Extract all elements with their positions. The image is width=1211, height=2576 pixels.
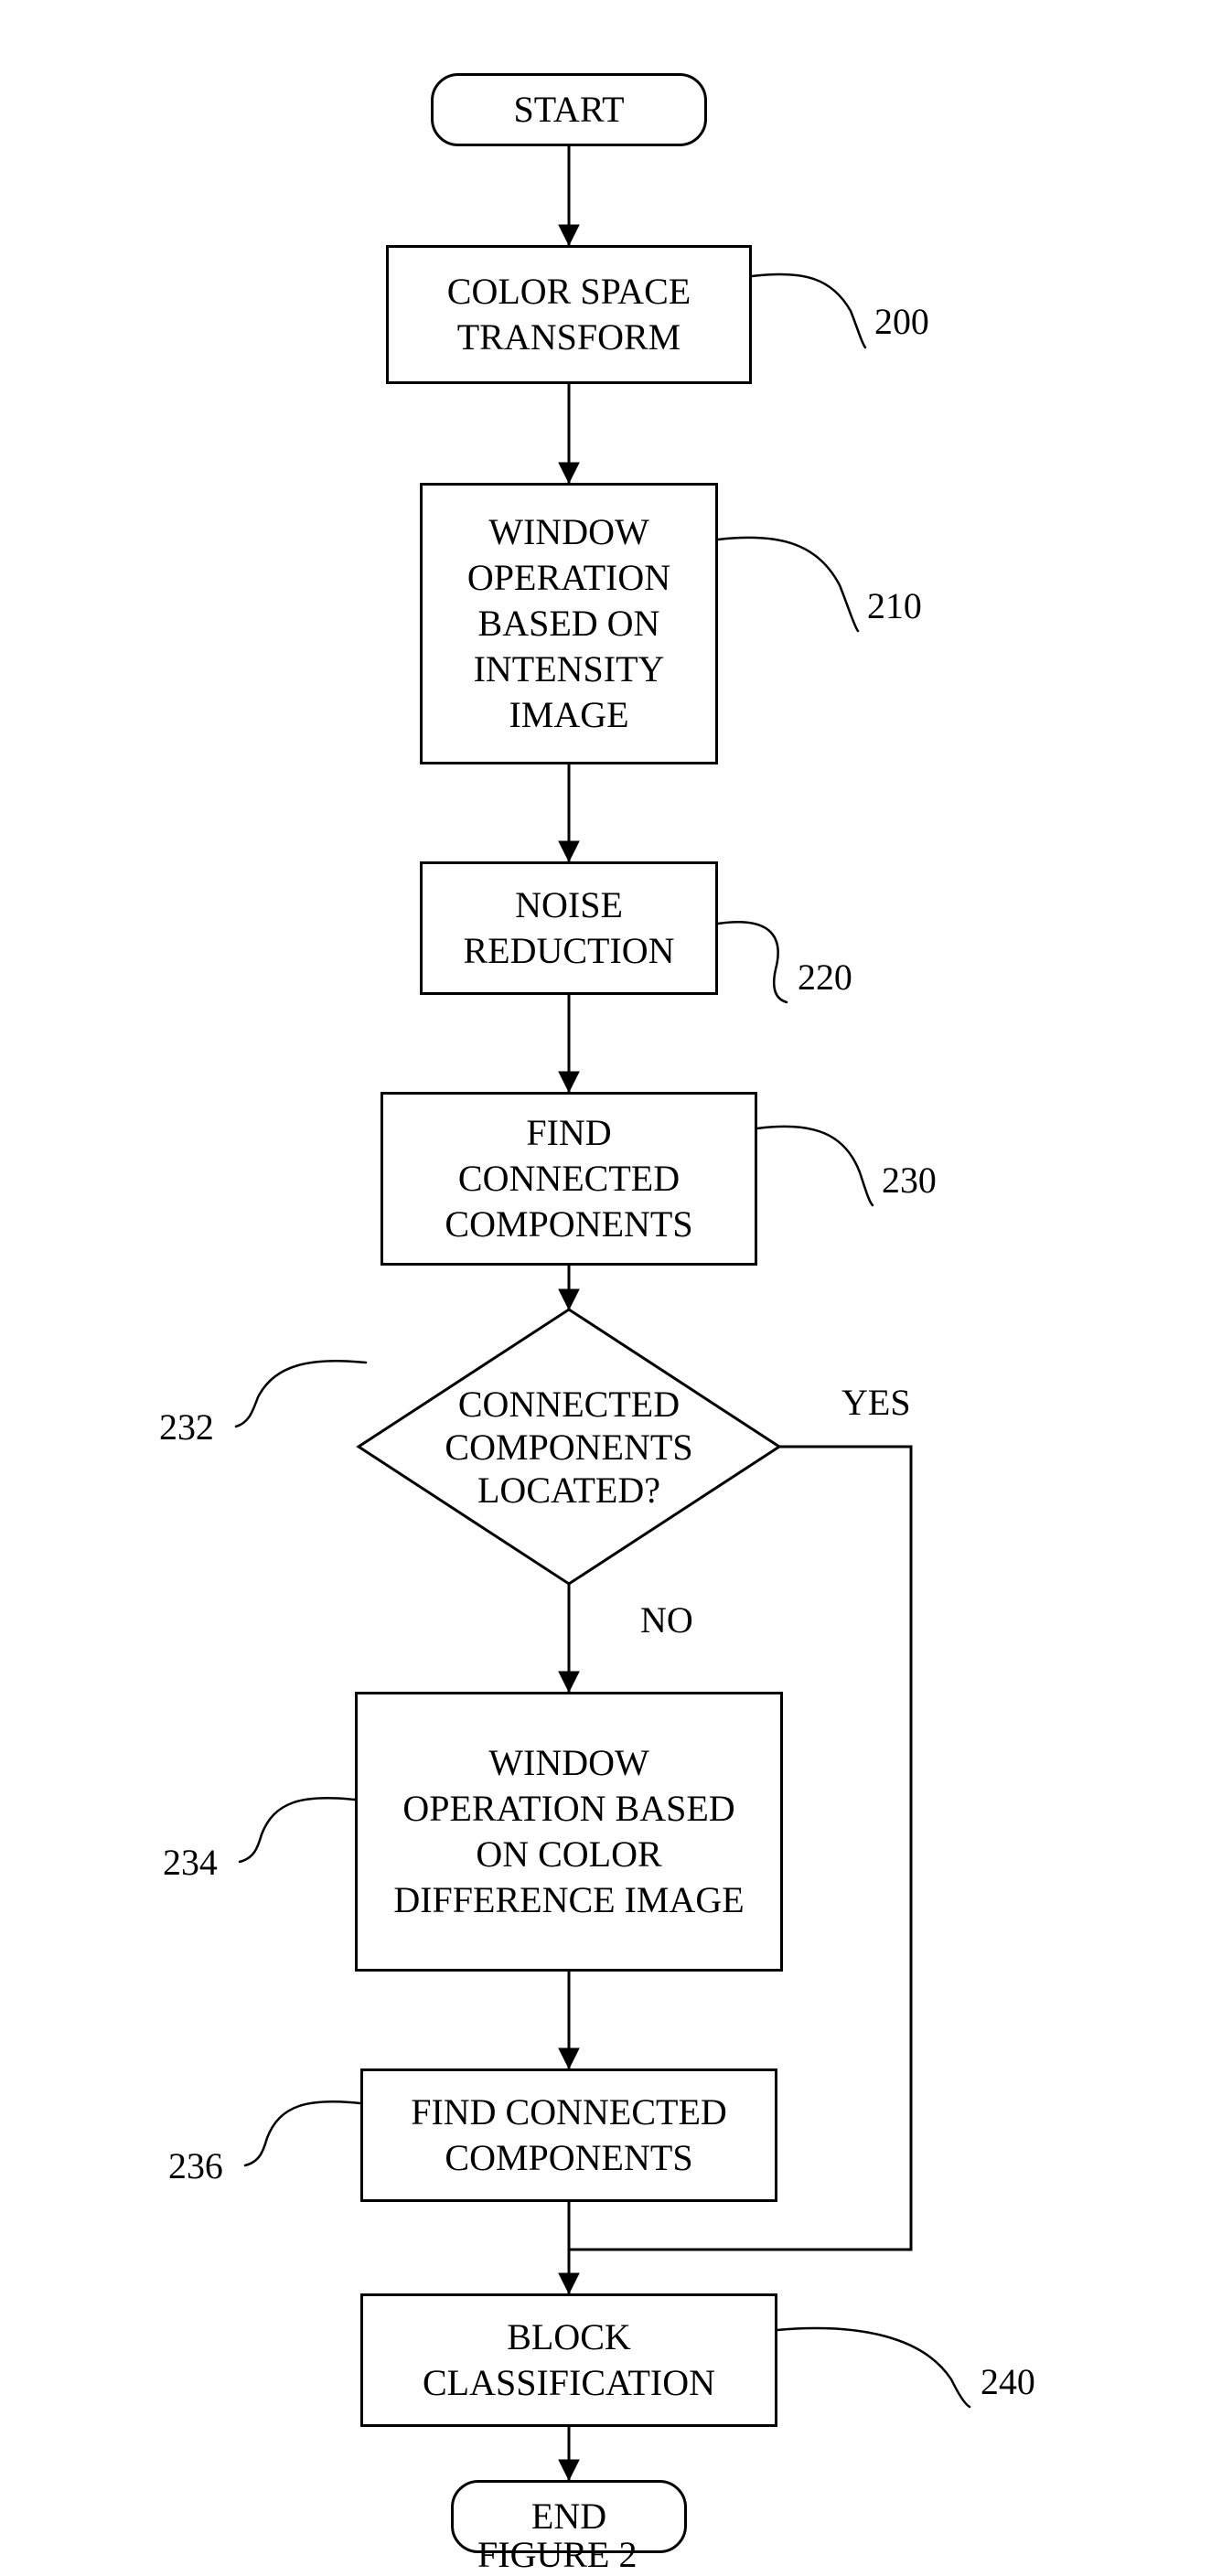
callout-240: [777, 2328, 970, 2407]
ref-label-210: 210: [867, 585, 922, 626]
process-noise-reduction: NOISEREDUCTION: [420, 861, 718, 995]
process-210-text: WINDOWOPERATIONBASED ONINTENSITYIMAGE: [467, 509, 670, 738]
process-window-color-difference: WINDOWOPERATION BASEDON COLORDIFFERENCE …: [355, 1692, 783, 1972]
process-window-intensity: WINDOWOPERATIONBASED ONINTENSITYIMAGE: [420, 483, 718, 764]
ref-label-236: 236: [168, 2145, 223, 2186]
callout-234: [240, 1798, 355, 1862]
process-block-classification: BLOCKCLASSIFICATION: [360, 2293, 777, 2427]
callout-210: [718, 538, 858, 631]
arrowhead-5: [559, 1672, 579, 1692]
figure-caption: FIGURE 2: [477, 2533, 637, 2576]
arrowhead-0: [559, 225, 579, 245]
arrowhead-2: [559, 841, 579, 861]
ref-label-240: 240: [981, 2361, 1035, 2402]
flowchart-canvas: 200 210 220 230 232 234 236 240 START COLOR SPA…: [0, 0, 1211, 2575]
ref-label-200: 200: [874, 301, 929, 342]
process-200-text: COLOR SPACETRANSFORM: [447, 269, 691, 360]
callout-236: [245, 2101, 360, 2165]
terminator-start-text: START: [513, 87, 624, 133]
edge-label-no: NO: [640, 1598, 693, 1641]
callout-200: [752, 274, 865, 347]
callout-220: [718, 922, 787, 1002]
process-236-text: FIND CONNECTEDCOMPONENTS: [411, 2090, 727, 2181]
process-find-connected-components: FINDCONNECTEDCOMPONENTS: [380, 1092, 757, 1266]
edge-label-yes: YES: [841, 1381, 911, 1424]
ref-label-232: 232: [159, 1406, 214, 1448]
arrowhead-8: [559, 2273, 579, 2293]
arrowhead-4: [559, 1289, 579, 1309]
callout-230: [757, 1127, 873, 1205]
process-240-text: BLOCKCLASSIFICATION: [423, 2314, 715, 2406]
decision-232-text: CONNECTEDCOMPONENTSLOCATED?: [438, 1383, 699, 1512]
ref-label-230: 230: [882, 1160, 937, 1201]
process-234-text: WINDOWOPERATION BASEDON COLORDIFFERENCE …: [393, 1740, 744, 1923]
terminator-start: START: [431, 73, 707, 146]
process-find-connected-components-2: FIND CONNECTEDCOMPONENTS: [360, 2068, 777, 2202]
edge-7: [569, 2202, 911, 2250]
ref-label-234: 234: [163, 1842, 218, 1883]
process-color-space-transform: COLOR SPACETRANSFORM: [386, 245, 752, 384]
arrowhead-3: [559, 1072, 579, 1092]
ref-label-220: 220: [798, 957, 852, 998]
arrowhead-9: [559, 2460, 579, 2480]
process-220-text: NOISEREDUCTION: [463, 882, 674, 974]
callout-232: [236, 1361, 366, 1427]
arrowhead-1: [559, 463, 579, 483]
arrowhead-6: [559, 2048, 579, 2068]
process-230-text: FINDCONNECTEDCOMPONENTS: [445, 1110, 692, 1247]
